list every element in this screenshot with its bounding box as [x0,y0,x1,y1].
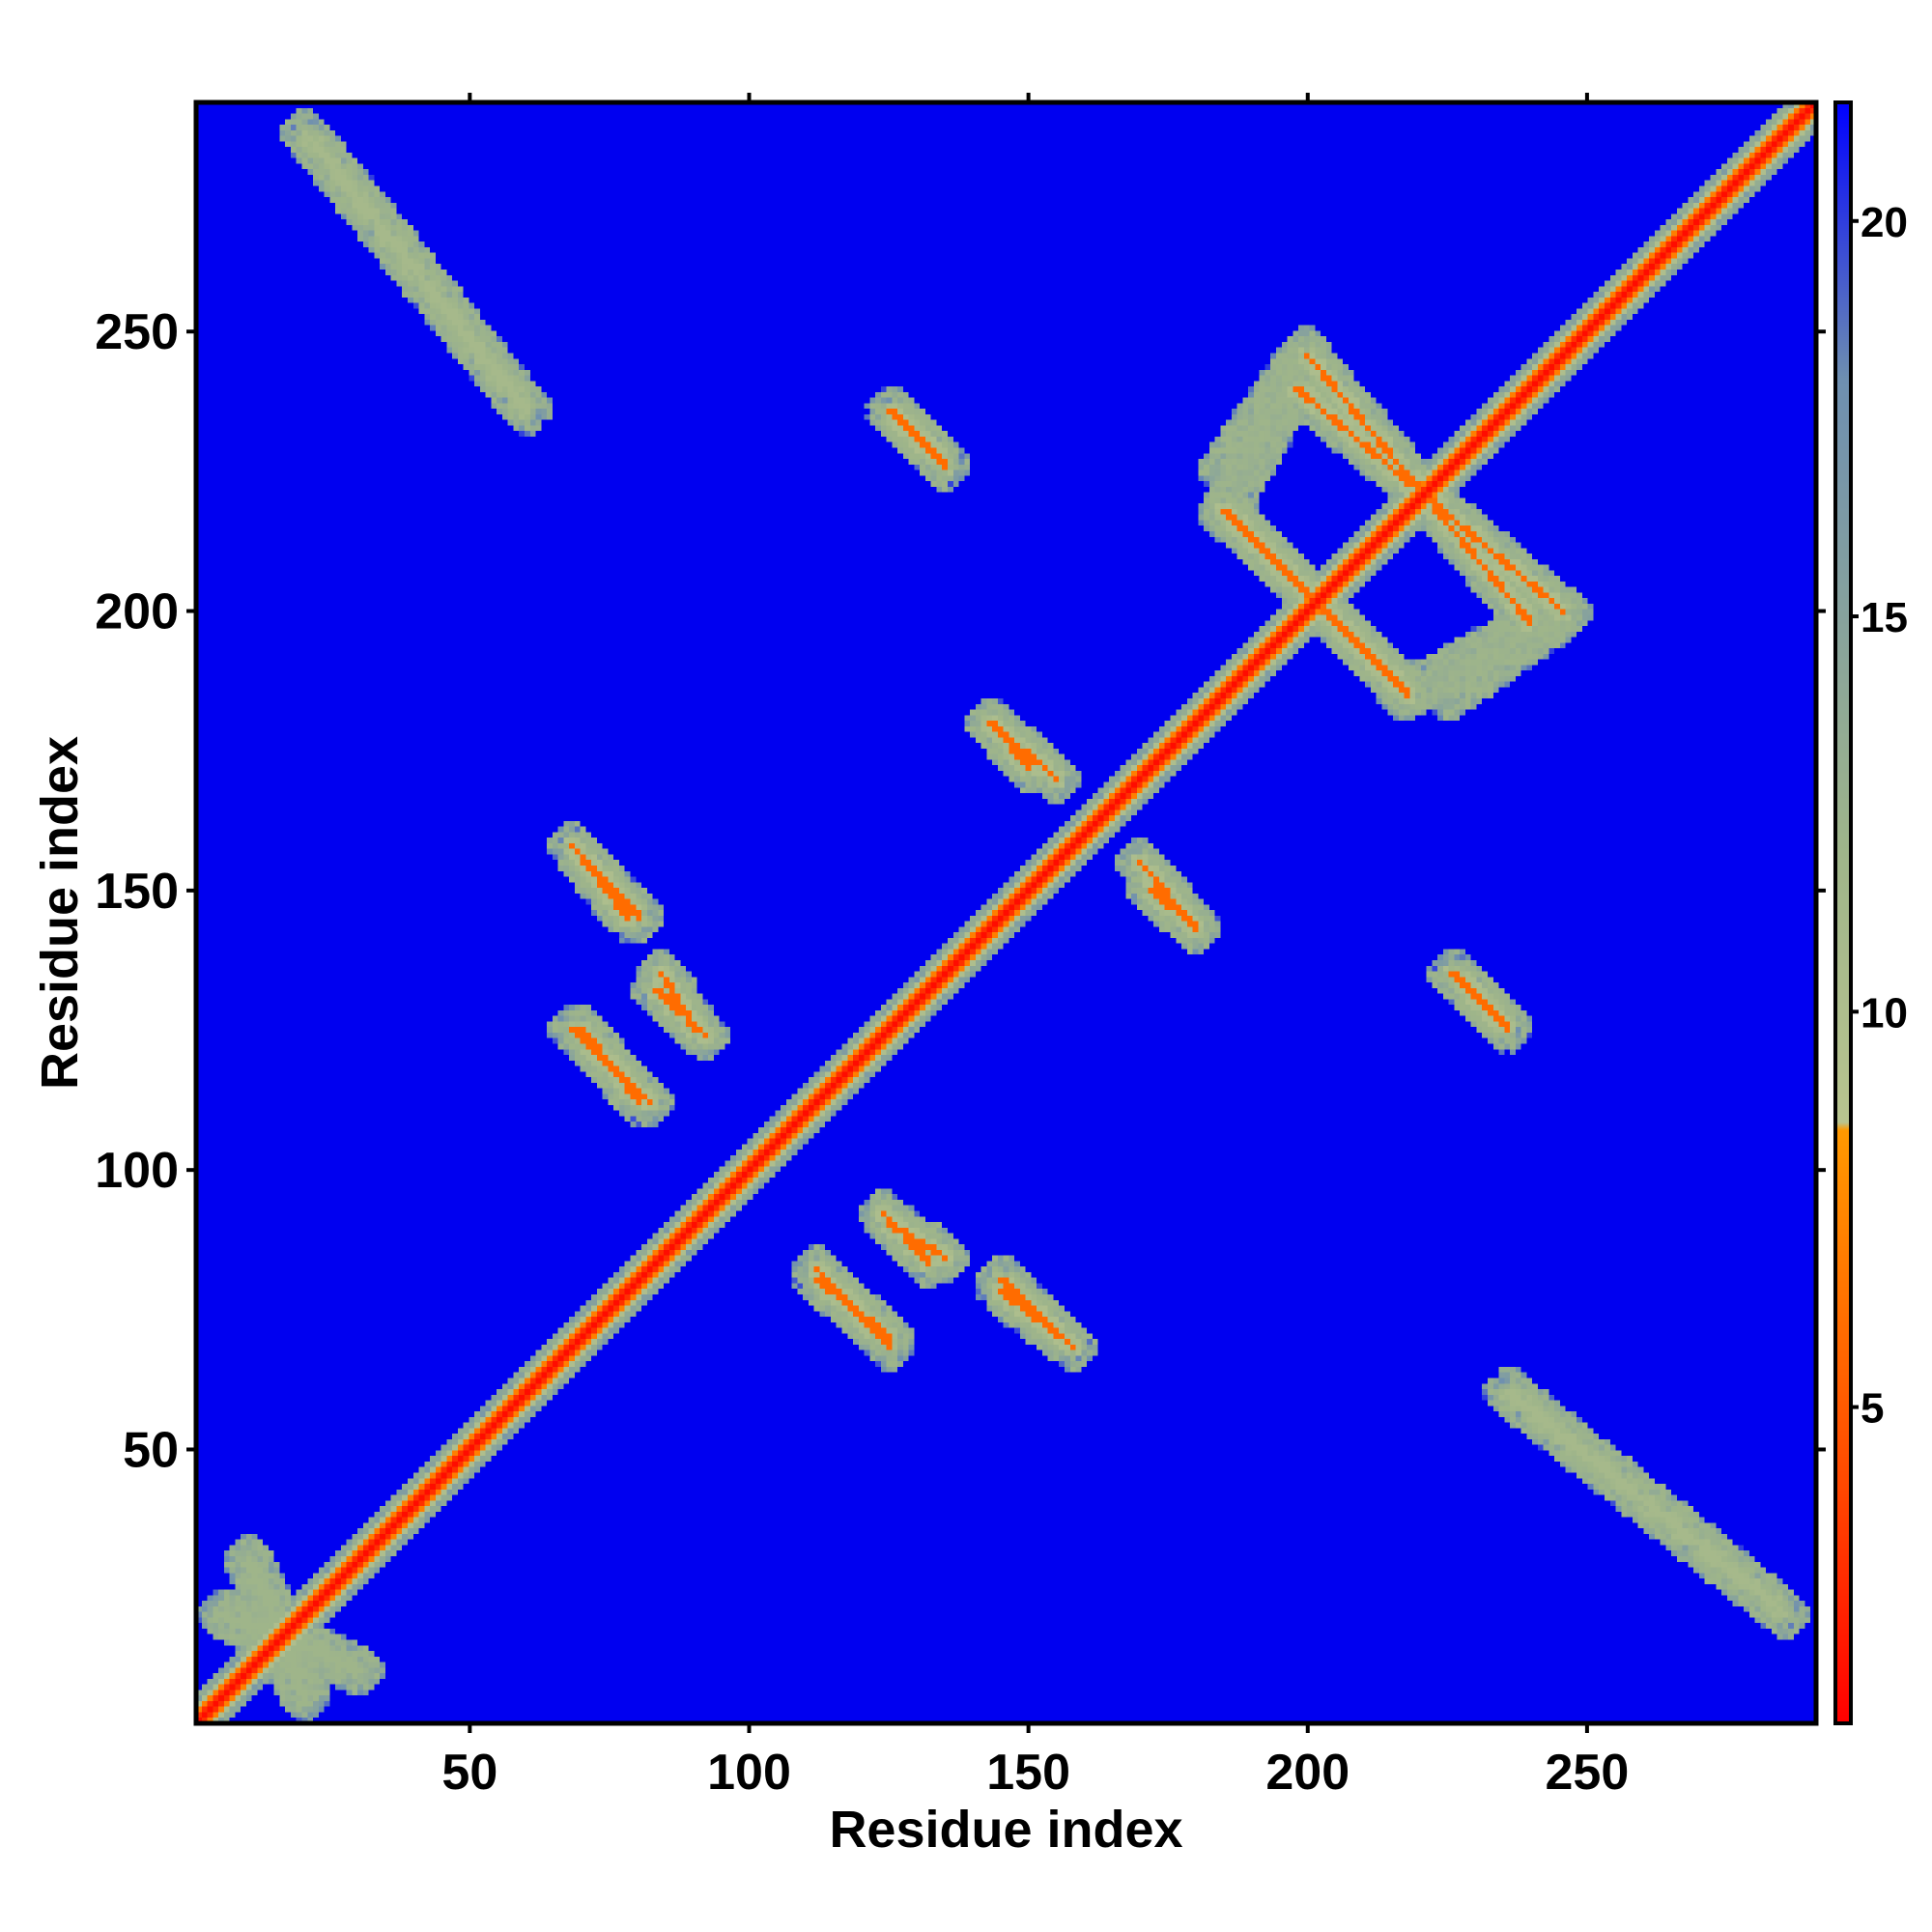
colorbar-ticks: 5 10 15 20 [1851,199,1908,1433]
colorbar-tick-label: 20 [1861,199,1908,246]
colorbar-tick-label: 15 [1861,594,1908,641]
y-axis-title: Residue index [31,736,89,1090]
y-axis: 50 100 150 200 250 [95,304,1826,1478]
y-tick-label: 200 [95,584,179,640]
y-tick-label: 150 [95,864,179,920]
x-tick-label: 50 [441,1745,497,1801]
x-tick-label: 150 [986,1745,1070,1801]
y-tick-label: 100 [95,1143,179,1199]
x-tick-label: 200 [1265,1745,1350,1801]
y-tick-label: 50 [123,1422,179,1478]
x-tick-label: 250 [1546,1745,1630,1801]
heatmap-plot-area [193,99,1819,1726]
colorbar-tick-label: 10 [1861,989,1908,1037]
y-tick-label: 250 [95,304,179,360]
x-axis-title: Residue index [829,1801,1182,1859]
heatmap-cells [196,102,1816,1723]
colorbar-tick-label: 5 [1861,1385,1884,1433]
colorbar: 5 10 15 20 [1833,100,1908,1725]
plot-frame [193,99,1819,1726]
x-axis: 50 100 150 200 250 [441,93,1629,1801]
x-tick-label: 100 [707,1745,791,1801]
colorbar-scale [1833,100,1853,1725]
